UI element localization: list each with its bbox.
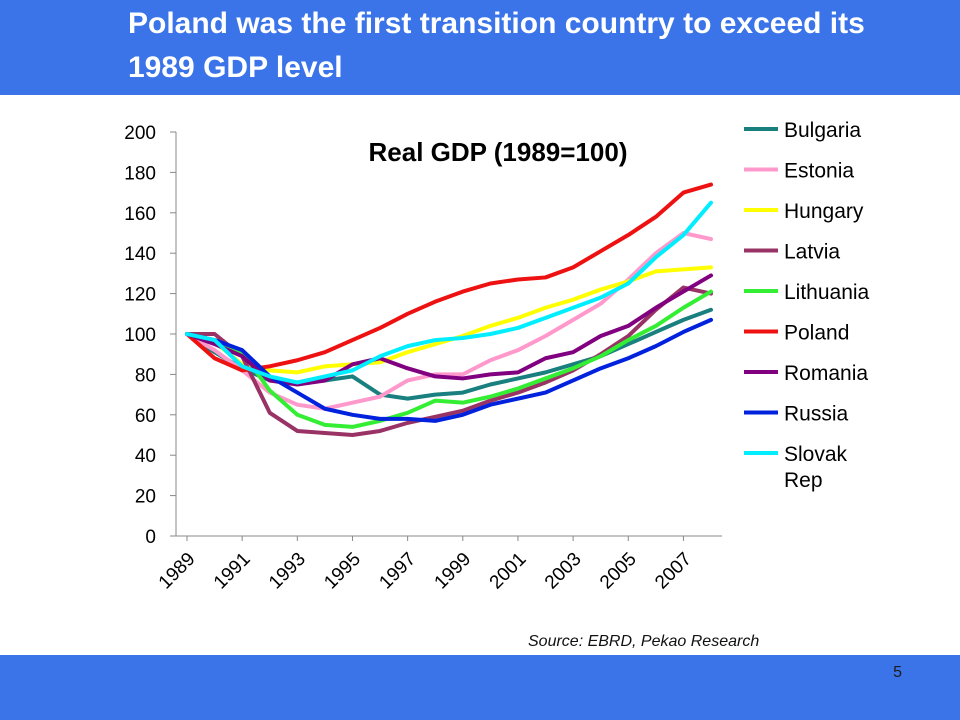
legend-label-estonia: Estonia	[784, 160, 854, 183]
slide-title: Poland was the first transition country …	[128, 7, 865, 84]
series-line-slovak-rep	[185, 200, 713, 385]
legend-label-latvia: Latvia	[784, 241, 840, 264]
footer-bar	[0, 655, 960, 720]
series-line-latvia	[185, 285, 713, 437]
y-tick-label: 140	[124, 244, 156, 265]
x-tick-label: 1989	[155, 549, 200, 594]
y-tick-label: 200	[124, 123, 156, 144]
chart-axes	[170, 131, 722, 541]
legend-label-bulgaria: Bulgaria	[784, 119, 861, 142]
y-tick-label: 160	[124, 204, 156, 225]
x-tick-label: 1999	[431, 549, 476, 594]
y-tick-label: 80	[135, 365, 156, 386]
x-tick-label: 2005	[596, 549, 641, 594]
source-note: Source: EBRD, Pekao Research	[528, 633, 760, 650]
legend-label-russia: Russia	[784, 403, 849, 426]
y-tick-label: 180	[124, 163, 156, 184]
x-tick-label: 1993	[265, 549, 310, 594]
page-number: 5	[893, 664, 902, 681]
y-tick-label: 120	[124, 285, 156, 306]
legend-label-lithuania: Lithuania	[784, 281, 870, 304]
x-tick-labels: 1989 1991 1993 1995 1997 1999 2001 2003 2005 2007	[155, 549, 696, 594]
y-tick-label: 100	[124, 325, 156, 346]
x-tick-label: 1991	[210, 549, 255, 594]
series-line-poland	[185, 182, 713, 373]
series-lines	[185, 182, 713, 437]
legend-label-romania: Romania	[784, 362, 868, 385]
x-tick-label: 2001	[486, 549, 531, 594]
title-bar	[0, 0, 960, 95]
legend-label-poland: Poland	[784, 322, 849, 345]
x-tick-label: 1995	[320, 549, 365, 594]
legend: Bulgaria Estonia Hungary Latvia Lithuania Pol…	[744, 119, 870, 492]
y-tick-label: 60	[135, 406, 156, 427]
real-gdp-chart: 0 20 40 60 80 100 120 140 160 180 200 1989 1991 1993…	[124, 119, 870, 594]
x-tick-label: 1997	[375, 549, 420, 594]
x-tick-label: 2003	[541, 549, 586, 594]
y-tick-label: 20	[135, 487, 156, 508]
series-line-lithuania	[185, 289, 713, 429]
x-tick-label: 2007	[651, 549, 696, 594]
chart-title: Real GDP (1989=100)	[369, 137, 628, 167]
y-tick-label: 0	[145, 527, 156, 548]
legend-label-slovak-rep: Slovak Rep	[784, 443, 848, 492]
legend-label-hungary: Hungary	[784, 200, 864, 223]
y-tick-label: 40	[135, 446, 156, 467]
y-tick-labels: 0 20 40 60 80 100 120 140 160 180 200	[124, 123, 156, 548]
